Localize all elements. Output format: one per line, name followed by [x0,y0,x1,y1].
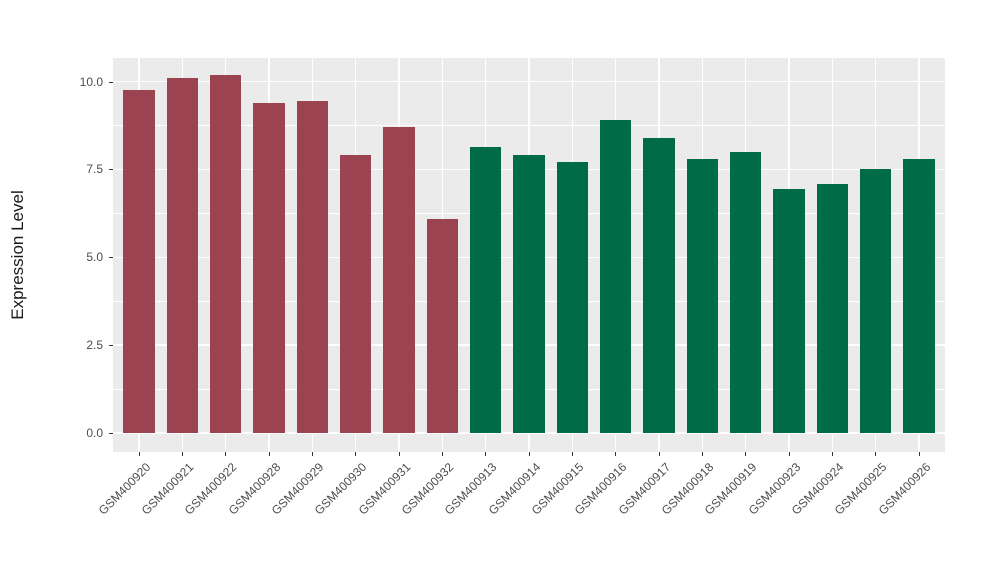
x-tick-mark [528,452,530,456]
y-tick-mark [109,433,113,434]
y-tick-mark [109,345,113,347]
x-tick-mark [788,452,790,456]
bar [599,120,632,433]
x-tick-mark [875,452,877,456]
bar [729,151,762,433]
bar [859,169,892,433]
x-tick-mark [225,452,227,456]
bar [773,188,805,433]
x-tick-mark [701,452,703,456]
bar [253,102,285,433]
x-tick-mark [268,452,270,456]
major-gridline [113,432,945,434]
x-tick-mark [658,452,660,456]
x-tick-mark [181,452,183,456]
x-tick-mark [831,452,833,456]
x-tick-mark [615,452,617,456]
x-tick-mark [138,452,140,456]
bar [426,218,459,433]
y-tick-label: 2.5 [86,338,103,353]
x-tick-mark [571,452,573,456]
y-tick-label: 10.0 [79,74,103,89]
bar [556,162,589,433]
x-tick-mark [918,452,920,456]
bar [166,78,199,433]
x-tick-mark [485,452,487,456]
x-tick-mark [355,452,357,456]
y-tick-mark [109,169,113,171]
x-tick-mark [398,452,400,456]
x-tick-mark [311,452,313,456]
bar [816,183,849,433]
bar [686,158,719,433]
bar [209,74,242,433]
bar [513,155,545,433]
y-tick-label: 0.0 [86,426,103,440]
y-tick-mark [109,257,113,259]
bar [903,158,935,433]
y-tick-label: 7.5 [86,162,103,177]
bar [383,127,415,433]
y-tick-label: 5.0 [86,250,103,265]
bar [339,155,372,433]
major-gridline [113,80,945,83]
x-tick-mark [441,452,443,456]
y-tick-mark [109,81,113,83]
bar [296,100,329,433]
bar [123,90,155,433]
x-tick-mark [745,452,747,456]
bar [469,146,502,433]
bar [643,137,675,433]
plot-panel [113,58,945,452]
